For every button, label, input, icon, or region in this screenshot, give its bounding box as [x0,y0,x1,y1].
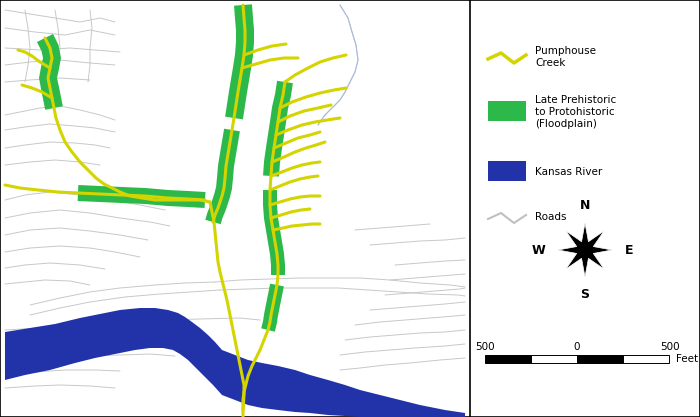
Text: 500: 500 [475,342,495,352]
Polygon shape [205,129,240,224]
Polygon shape [78,185,206,208]
Text: W: W [531,244,545,256]
Text: S: S [580,288,589,301]
Text: 500: 500 [660,342,680,352]
Polygon shape [261,284,284,332]
Text: E: E [625,244,634,256]
Bar [488,161,526,181]
Polygon shape [558,223,612,277]
Polygon shape [5,308,465,417]
Text: Pumphouse
Creek: Pumphouse Creek [535,46,596,68]
Text: Feet: Feet [676,354,698,364]
Polygon shape [263,190,285,275]
Text: N: N [580,199,590,212]
Text: 0: 0 [574,342,580,352]
Text: Late Prehistoric
to Protohistoric
(Floodplain): Late Prehistoric to Protohistoric (Flood… [535,95,616,128]
Polygon shape [263,81,293,176]
Bar [485,355,531,363]
Bar [488,101,526,121]
Text: Kansas River: Kansas River [535,167,602,177]
Bar [531,355,577,363]
Polygon shape [37,34,63,110]
Text: Roads: Roads [535,212,566,222]
Bar [577,355,623,363]
Bar [623,355,669,363]
Polygon shape [225,4,254,119]
